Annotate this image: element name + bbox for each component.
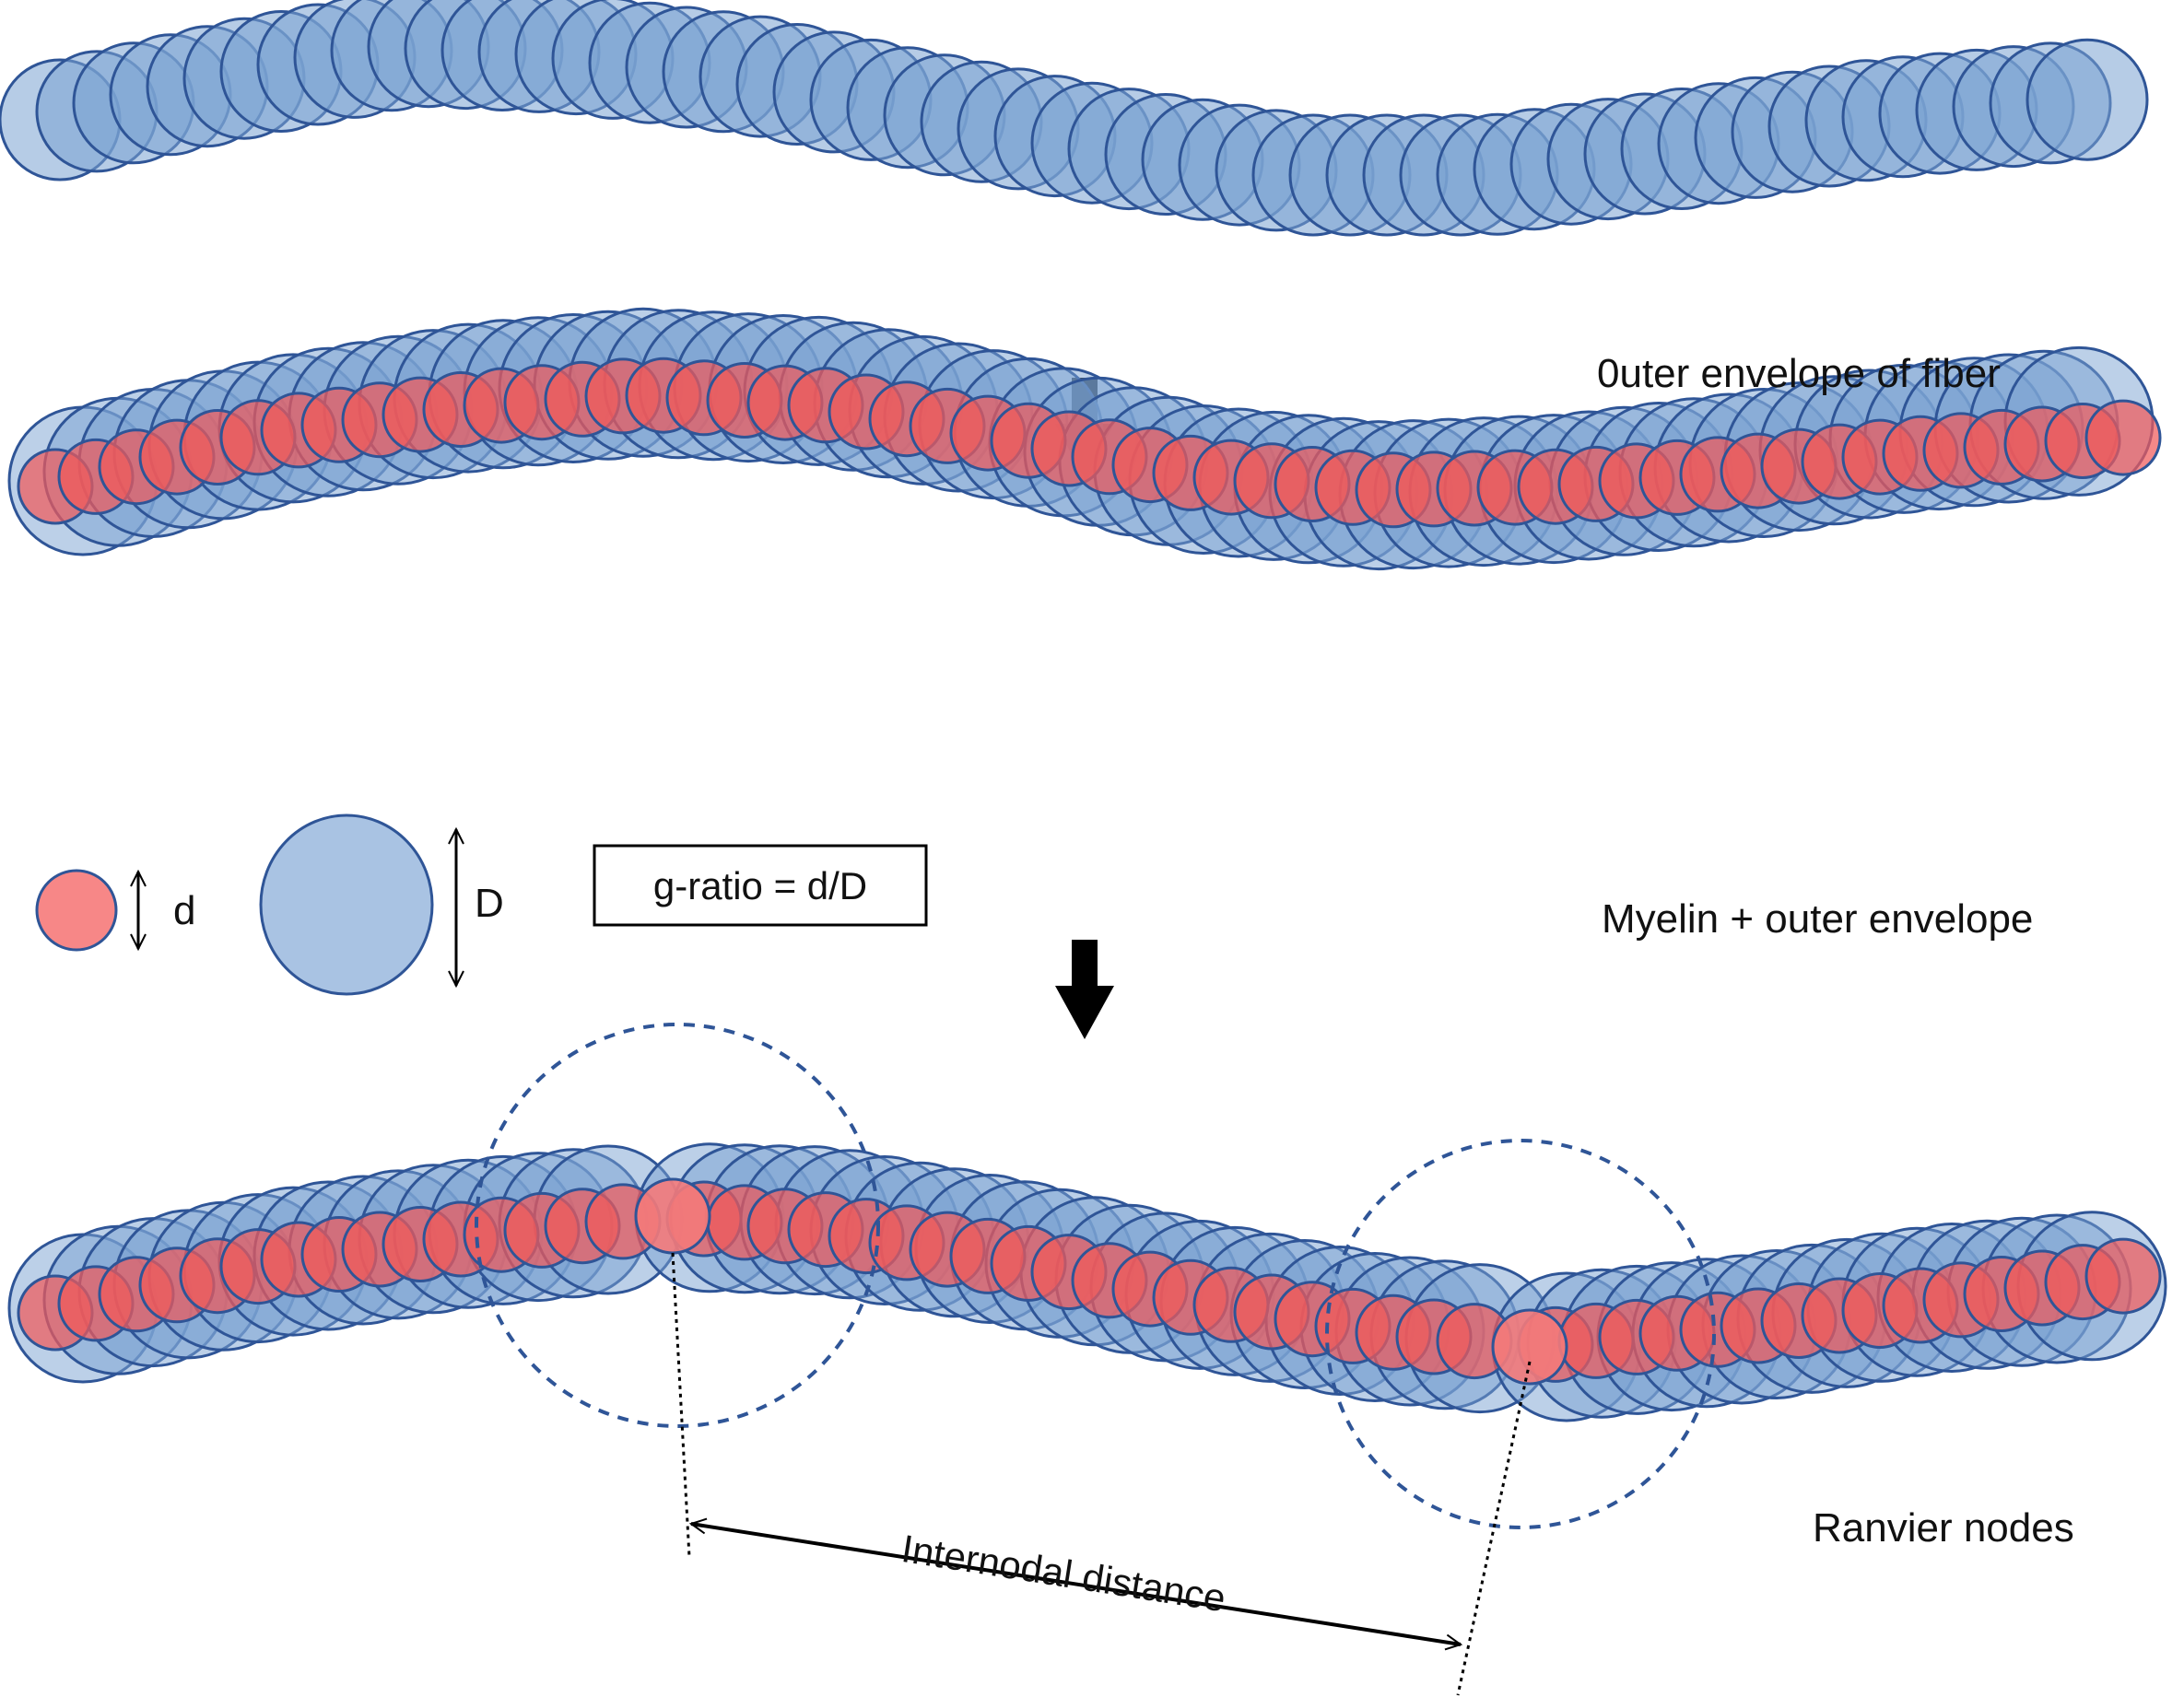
ranvier-node-circle [1491,1308,1568,1386]
outer-envelope-circle [2025,38,2149,161]
node-projection-line-right [1456,1361,1532,1696]
internodal-distance-label: Internodal distance [898,1527,1228,1620]
g-ratio-formula: g-ratio = d/D [653,864,867,907]
outer-envelope-label: 0uter envelope of fiber [1597,351,2001,396]
double-headed-arrow-icon [691,1524,1461,1644]
axon-diameter-symbol: d [173,888,195,933]
legend: d D g-ratio = d/D [35,813,928,996]
axon-circle [2084,1237,2162,1315]
g-ratio-box [593,844,928,927]
node-highlight-circle-right [1325,1139,1716,1529]
myelin-outer-envelope-fiber [7,307,2162,571]
myelin-outer-envelope-label: Myelin + outer envelope [1602,896,2033,942]
ranvier-nodes-fiber [7,1142,2167,1422]
outer-envelope-fiber [0,0,2149,237]
node-projection-line-left [671,1252,691,1558]
axon-legend-circle [35,869,118,952]
ranvier-node-circle [634,1177,711,1255]
ranvier-nodes-label: Ranvier nodes [1813,1505,2074,1551]
node-highlight-circle-left [475,1023,880,1428]
axon-circle [2084,399,2162,476]
down-arrow-icon [1055,940,1114,1039]
fiber-legend-circle [259,813,434,996]
fiber-diameter-symbol: D [475,881,504,926]
